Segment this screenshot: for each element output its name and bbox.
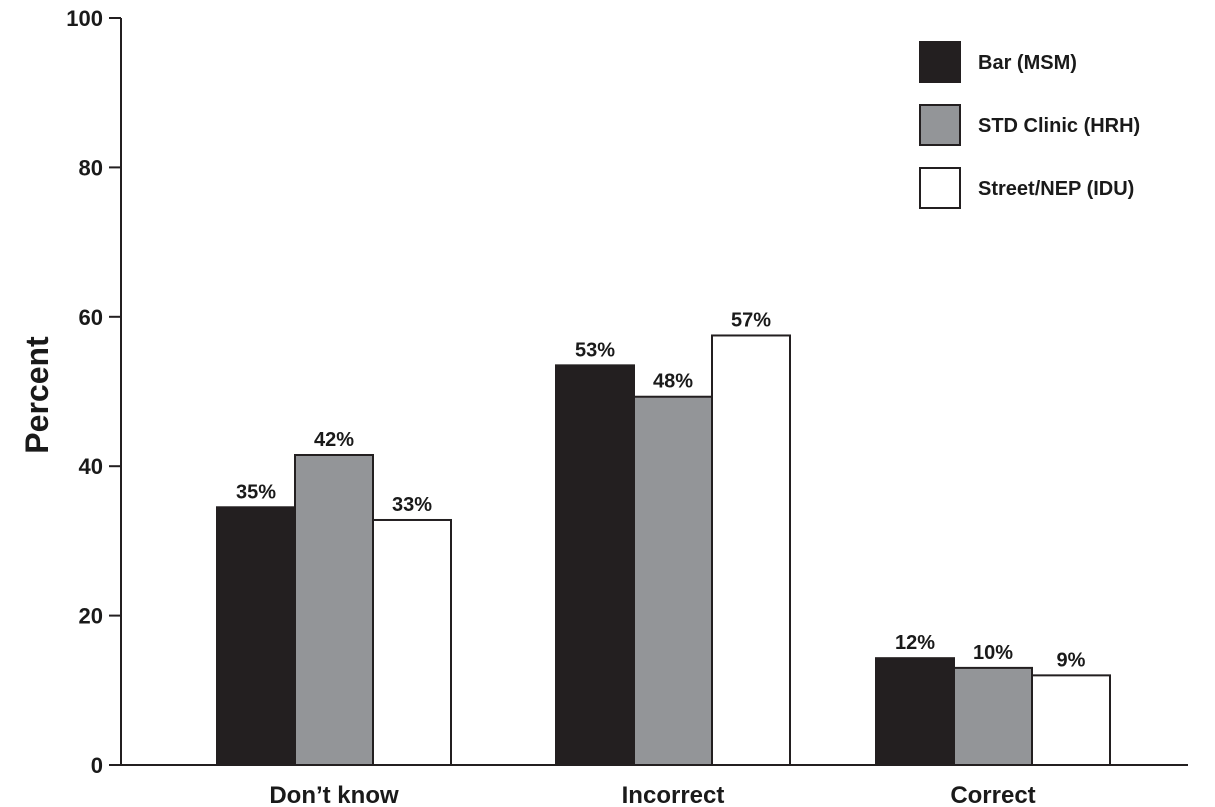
bar (216, 506, 296, 766)
y-tick-label: 60 (79, 305, 103, 330)
bar-value-label: 35% (236, 481, 276, 503)
bar (711, 334, 791, 766)
y-tick-label: 20 (79, 604, 103, 629)
bar (633, 395, 713, 766)
bar (1031, 674, 1111, 766)
legend-label: Bar (MSM) (978, 52, 1077, 74)
y-tick-label: 0 (91, 753, 103, 778)
bar-value-label: 42% (314, 429, 354, 451)
legend-swatch (919, 167, 961, 209)
y-axis-title: Percent (19, 336, 55, 454)
axes: 0 20 40 60 80 100 Don’t know Incorrect Correct (66, 6, 1188, 807)
bar-value-label: 48% (653, 371, 693, 393)
bar (555, 364, 635, 766)
x-category-label: Correct (950, 782, 1035, 807)
x-category-label: Incorrect (622, 782, 725, 807)
bar-value-label: 12% (895, 632, 935, 654)
bars (216, 334, 1111, 767)
legend-label: STD Clinic (HRH) (978, 115, 1140, 137)
legend-swatch (919, 104, 961, 146)
legend: Bar (MSM) STD Clinic (HRH) Street/NEP (IDU… (919, 41, 1140, 209)
bar-value-label: 33% (392, 494, 432, 516)
bar (953, 666, 1033, 767)
legend-label: Street/NEP (IDU) (978, 178, 1134, 200)
bar (875, 657, 955, 767)
bar (372, 518, 452, 767)
data-labels: 35% 53% 12% 42% 48% 10% 33% 57% 9% (236, 309, 1086, 671)
x-category-label: Don’t know (269, 782, 399, 807)
y-tick-label: 40 (79, 454, 103, 479)
bar-value-label: 53% (575, 339, 615, 361)
y-tick-label: 100 (66, 6, 103, 31)
bar-value-label: 10% (973, 642, 1013, 664)
bar-value-label: 9% (1057, 649, 1086, 671)
legend-swatch (919, 41, 961, 83)
bar (294, 453, 374, 766)
y-tick-label: 80 (79, 155, 103, 180)
bar-value-label: 57% (731, 309, 771, 331)
